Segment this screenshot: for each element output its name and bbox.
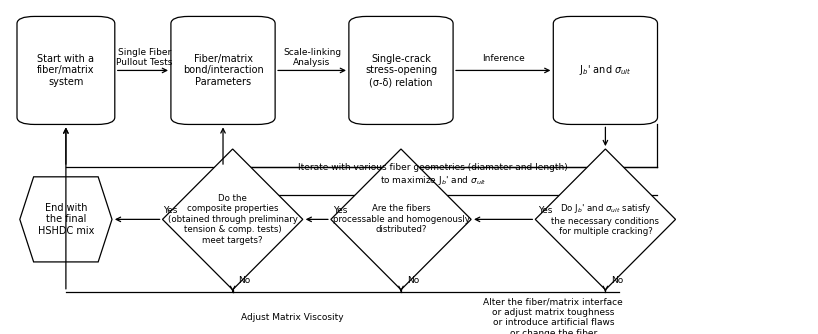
Text: Are the fibers
processable and homogenously
distributed?: Are the fibers processable and homogenou… — [333, 204, 470, 234]
Polygon shape — [20, 177, 112, 262]
Text: Yes: Yes — [163, 206, 178, 215]
Polygon shape — [535, 149, 676, 290]
Text: Do J$_b$' and $\sigma_{ult}$ satisfy
the necessary conditions
for multiple crack: Do J$_b$' and $\sigma_{ult}$ satisfy the… — [551, 202, 659, 236]
Text: Alter the fiber/matrix interface
or adjust matrix toughness
or introduce artific: Alter the fiber/matrix interface or adju… — [483, 298, 623, 334]
Text: J$_b$' and $\sigma_{ult}$: J$_b$' and $\sigma_{ult}$ — [579, 63, 631, 77]
Polygon shape — [330, 149, 471, 290]
FancyBboxPatch shape — [348, 16, 453, 125]
Text: Start with a
fiber/matrix
system: Start with a fiber/matrix system — [37, 54, 95, 87]
Text: Do the
composite properties
(obtained through preliminary
tension & comp. tests): Do the composite properties (obtained th… — [168, 194, 298, 245]
Text: Single Fiber
Pullout Tests: Single Fiber Pullout Tests — [116, 48, 173, 67]
FancyBboxPatch shape — [553, 16, 658, 125]
Text: Adjust Matrix Viscosity: Adjust Matrix Viscosity — [241, 313, 344, 322]
Text: Iterate with various fiber geometries (diamater and length)
to maximize J$_b$' a: Iterate with various fiber geometries (d… — [299, 163, 568, 187]
Text: No: No — [407, 277, 419, 286]
Polygon shape — [163, 149, 303, 290]
Text: Yes: Yes — [333, 206, 348, 215]
Text: Single-crack
stress-opening
(σ-δ) relation: Single-crack stress-opening (σ-δ) relati… — [365, 54, 437, 87]
Text: Scale-linking
Analysis: Scale-linking Analysis — [283, 48, 341, 67]
Text: Fiber/matrix
bond/interaction
Parameters: Fiber/matrix bond/interaction Parameters — [182, 54, 263, 87]
FancyBboxPatch shape — [17, 16, 115, 125]
Text: Inference: Inference — [483, 54, 525, 63]
Text: No: No — [611, 277, 623, 286]
Text: Yes: Yes — [538, 206, 552, 215]
Text: No: No — [239, 277, 251, 286]
Text: End with
the final
HSHDC mix: End with the final HSHDC mix — [38, 203, 94, 236]
FancyBboxPatch shape — [171, 16, 275, 125]
